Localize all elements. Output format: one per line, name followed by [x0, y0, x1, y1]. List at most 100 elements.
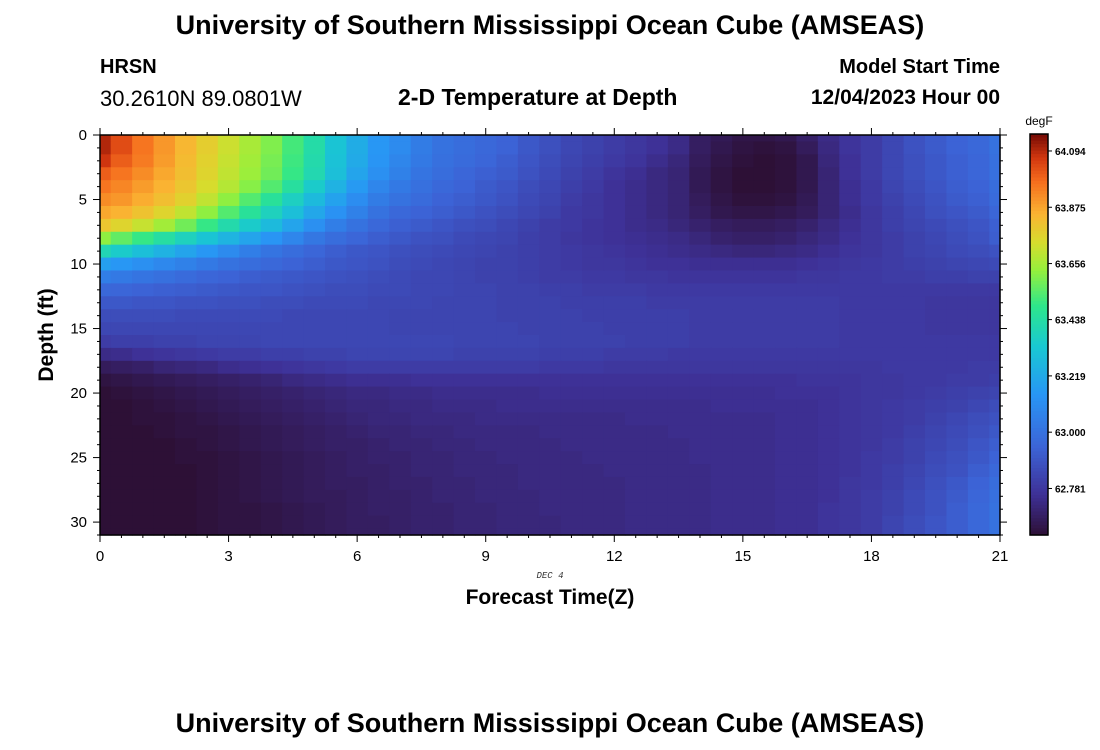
heatmap-cell	[967, 515, 990, 530]
heatmap-cell	[453, 283, 476, 297]
heatmap-cell	[260, 347, 283, 362]
heatmap-cell	[325, 154, 348, 168]
heatmap-cell	[239, 489, 262, 504]
heatmap-cell	[732, 193, 755, 207]
heatmap-cell	[646, 438, 669, 452]
heatmap-cell	[475, 425, 498, 439]
heatmap-cell	[775, 257, 798, 272]
heatmap-cell	[775, 154, 798, 168]
colorbar-strip	[1030, 394, 1048, 399]
heatmap-cell	[175, 360, 198, 375]
heatmap-cell	[925, 528, 948, 536]
heatmap-cell	[175, 425, 198, 439]
heatmap-cell	[153, 141, 176, 155]
heatmap-cell	[239, 193, 262, 207]
heatmap-cell	[882, 154, 905, 168]
heatmap-cell	[239, 205, 262, 220]
heatmap-cell	[817, 180, 840, 194]
heatmap-cell	[796, 322, 819, 336]
heatmap-cell	[517, 322, 540, 336]
heatmap-cell	[475, 476, 498, 491]
heatmap-cell	[517, 309, 540, 323]
heatmap-cell	[796, 218, 819, 233]
heatmap-cell	[625, 373, 648, 388]
heatmap-cell	[646, 141, 669, 155]
heatmap-cell	[625, 502, 648, 517]
heatmap-cell	[967, 360, 990, 375]
heatmap-cell	[667, 167, 690, 181]
heatmap-cell	[303, 257, 326, 272]
heatmap-cell	[603, 283, 626, 297]
heatmap-cell	[303, 218, 326, 233]
heatmap-cell	[217, 489, 240, 504]
colorbar-tick-label: 63.875	[1055, 203, 1086, 214]
heatmap-cell	[517, 141, 540, 155]
heatmap-cell	[860, 205, 883, 220]
heatmap-cell	[260, 476, 283, 491]
heatmap-cell	[817, 167, 840, 181]
colorbar-strip	[1030, 307, 1048, 312]
heatmap-cell	[346, 515, 369, 530]
heatmap-cell	[432, 257, 455, 272]
heatmap-cell	[389, 180, 412, 194]
heatmap-cell	[239, 283, 262, 297]
heatmap-cell	[475, 412, 498, 426]
heatmap-cell	[603, 205, 626, 220]
heatmap-cell	[732, 438, 755, 452]
heatmap-cell	[560, 399, 583, 414]
heatmap-cell	[260, 528, 283, 536]
heatmap-cell	[646, 296, 669, 310]
y-tick-label: 10	[70, 256, 87, 273]
heatmap-cell	[667, 205, 690, 220]
heatmap-cell	[367, 528, 390, 536]
heatmap-cell	[175, 141, 198, 155]
heatmap-cell	[775, 141, 798, 155]
colorbar-strip	[1030, 531, 1048, 536]
heatmap-cell	[582, 476, 605, 491]
heatmap-cell	[710, 167, 733, 181]
heatmap-cell	[239, 231, 262, 246]
heatmap-cell	[110, 135, 133, 143]
heatmap-cell	[967, 438, 990, 452]
model-start-value: 12/04/2023 Hour 00	[810, 86, 1000, 109]
heatmap-cell	[625, 270, 648, 284]
heatmap-cell	[946, 283, 969, 297]
heatmap-cell	[667, 412, 690, 426]
heatmap-cell	[389, 399, 412, 414]
heatmap-cell	[946, 399, 969, 414]
heatmap-cell	[603, 373, 626, 388]
heatmap-cell	[517, 193, 540, 207]
heatmap-cell	[882, 167, 905, 181]
heatmap-cell	[582, 322, 605, 336]
heatmap-cell	[667, 502, 690, 517]
heatmap-cell	[925, 515, 948, 530]
heatmap-cell	[967, 231, 990, 246]
heatmap-cell	[710, 141, 733, 155]
heatmap-cell	[100, 167, 112, 181]
heatmap-cell	[946, 135, 969, 143]
heatmap-cell	[796, 373, 819, 388]
heatmap-cell	[196, 335, 219, 349]
heatmap-cell	[496, 180, 519, 194]
heatmap-cell	[582, 167, 605, 181]
heatmap-cell	[582, 257, 605, 272]
heatmap-cell	[732, 425, 755, 439]
heatmap-cell	[346, 309, 369, 323]
heatmap-cell	[260, 502, 283, 517]
heatmap-cell	[689, 322, 712, 336]
heatmap-cell	[925, 489, 948, 504]
heatmap-cell	[582, 386, 605, 401]
heatmap-cell	[132, 296, 155, 310]
heatmap-cell	[860, 135, 883, 143]
heatmap-cell	[539, 528, 562, 536]
heatmap-cell	[625, 347, 648, 362]
colorbar-strip	[1030, 478, 1048, 483]
heatmap-cell	[475, 335, 498, 349]
heatmap-cell	[239, 438, 262, 452]
heatmap-cell	[175, 322, 198, 336]
heatmap-cell	[325, 451, 348, 465]
heatmap-cell	[775, 438, 798, 452]
heatmap-cell	[517, 296, 540, 310]
heatmap-cell	[432, 205, 455, 220]
heatmap-cell	[817, 205, 840, 220]
